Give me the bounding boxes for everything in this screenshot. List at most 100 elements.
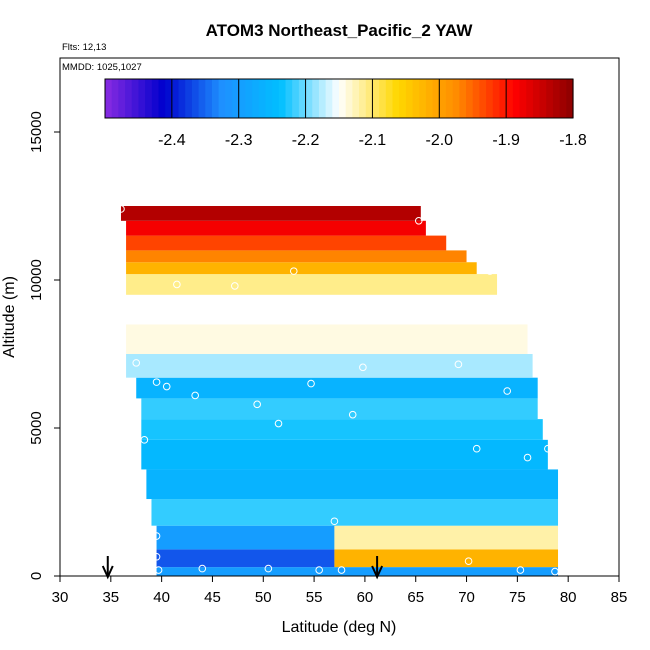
- colorbar-swatch: [439, 79, 447, 118]
- flights-note: Flts: 12,13: [62, 42, 106, 53]
- colorbar-swatch: [125, 79, 133, 118]
- heatmap-cells: [120, 206, 559, 576]
- colorbar-swatch: [191, 79, 200, 118]
- heatmap-cell: [126, 294, 518, 325]
- observation-point: [337, 566, 346, 574]
- colorbar-swatch: [198, 79, 206, 118]
- heatmap-cell: [334, 549, 559, 568]
- colorbar-swatch: [425, 79, 434, 118]
- colorbar-swatch: [379, 79, 387, 118]
- observation-point: [274, 419, 283, 428]
- observation-point: [264, 564, 273, 573]
- x-tick-label: 55: [306, 589, 323, 606]
- colorbar-swatch: [532, 79, 541, 118]
- colorbar-swatch: [178, 79, 186, 118]
- chart-title: ATOM3 Northeast_Pacific_2 YAW: [206, 21, 474, 40]
- observation-point: [117, 205, 125, 213]
- colorbar-swatch: [165, 79, 173, 118]
- heatmap-cell: [151, 499, 559, 526]
- colorbar-swatch: [292, 79, 300, 118]
- colorbar-swatch: [118, 79, 126, 118]
- observation-point: [348, 410, 357, 419]
- colorbar-swatch: [285, 79, 293, 118]
- x-tick-label: 45: [204, 589, 221, 606]
- colorbar-swatch: [405, 79, 414, 118]
- colorbar-swatch: [298, 79, 307, 118]
- colorbar-tick-label: -1.9: [492, 132, 520, 149]
- colorbar-swatch: [278, 79, 287, 118]
- observation-point: [544, 444, 552, 453]
- colorbar-swatch: [318, 79, 327, 118]
- observation-point: [191, 391, 199, 400]
- x-tick-label: 60: [357, 589, 374, 606]
- observation-point: [198, 564, 207, 573]
- observation-point: [231, 282, 239, 290]
- observation-points: [117, 205, 567, 576]
- colorbar-swatch: [232, 79, 240, 118]
- colorbar-swatch: [339, 79, 347, 118]
- colorbar-swatch: [412, 79, 420, 118]
- x-axis-label: Latitude (deg N): [282, 619, 397, 636]
- date-note: MMDD: 1025,1027: [62, 62, 142, 73]
- x-tick-label: 40: [153, 589, 170, 606]
- heatmap-cell: [146, 469, 559, 500]
- colorbar-swatch: [385, 79, 394, 118]
- x-tick-label: 80: [560, 589, 577, 606]
- colorbar-swatch: [352, 79, 360, 118]
- observation-point: [315, 566, 323, 574]
- heatmap-cell: [156, 567, 559, 576]
- colorbar-swatch: [392, 79, 400, 118]
- colorbar-swatch: [225, 79, 233, 118]
- colorbar-swatch: [272, 79, 280, 118]
- colorbar-swatch: [419, 79, 427, 118]
- observation-point: [289, 267, 298, 275]
- colorbar-swatch: [492, 79, 501, 118]
- down-arrow: [101, 556, 114, 580]
- colorbar-swatch: [546, 79, 554, 118]
- heatmap-cell: [141, 398, 538, 420]
- observation-point: [132, 359, 141, 367]
- observation-point: [152, 532, 161, 540]
- colorbar-swatch: [245, 79, 253, 118]
- heatmap-cell: [126, 354, 533, 378]
- x-tick-label: 50: [255, 589, 272, 606]
- colorbar-swatch: [105, 79, 113, 118]
- y-tick-label: 5000: [28, 411, 45, 444]
- colorbar-swatch: [111, 79, 119, 118]
- y-tick-label: 10000: [28, 259, 45, 301]
- latitude-arrows: [101, 556, 384, 580]
- colorbar-swatch: [372, 79, 380, 118]
- colorbar-swatch: [185, 79, 193, 118]
- heatmap-cell: [126, 324, 528, 354]
- observation-point: [152, 552, 161, 561]
- observation-point: [551, 567, 559, 576]
- colorbar-swatch: [459, 79, 467, 118]
- colorbar-swatch: [479, 79, 487, 118]
- heatmap-cell: [334, 525, 559, 550]
- heatmap-cell: [156, 549, 335, 568]
- observation-point: [472, 444, 481, 453]
- colorbar-swatch: [506, 79, 514, 118]
- observation-point: [307, 379, 315, 388]
- heatmap-cell: [141, 419, 543, 440]
- plot-frame: [59, 57, 620, 577]
- colorbar-swatch: [499, 79, 507, 118]
- colorbar-swatch: [131, 79, 140, 118]
- y-tick-label: 15000: [28, 111, 45, 153]
- colorbar-swatch: [452, 79, 460, 118]
- observation-point: [503, 387, 512, 395]
- colorbar-swatch: [512, 79, 521, 118]
- observation-point: [140, 436, 149, 444]
- colorbar-swatch: [519, 79, 527, 118]
- colorbar-swatch: [472, 79, 480, 118]
- colorbar-swatch: [171, 79, 180, 118]
- y-axis-label: Altitude (m): [1, 276, 18, 358]
- observation-point: [414, 217, 423, 225]
- colorbar-swatch: [252, 79, 260, 118]
- heatmap-cell: [126, 274, 498, 295]
- x-axis: 30 35 40 45 50 55 60 65 70 75 80 85: [52, 576, 627, 606]
- observation-point: [516, 566, 525, 574]
- colorbar-swatch: [359, 79, 367, 118]
- colorbar-swatch: [566, 79, 574, 118]
